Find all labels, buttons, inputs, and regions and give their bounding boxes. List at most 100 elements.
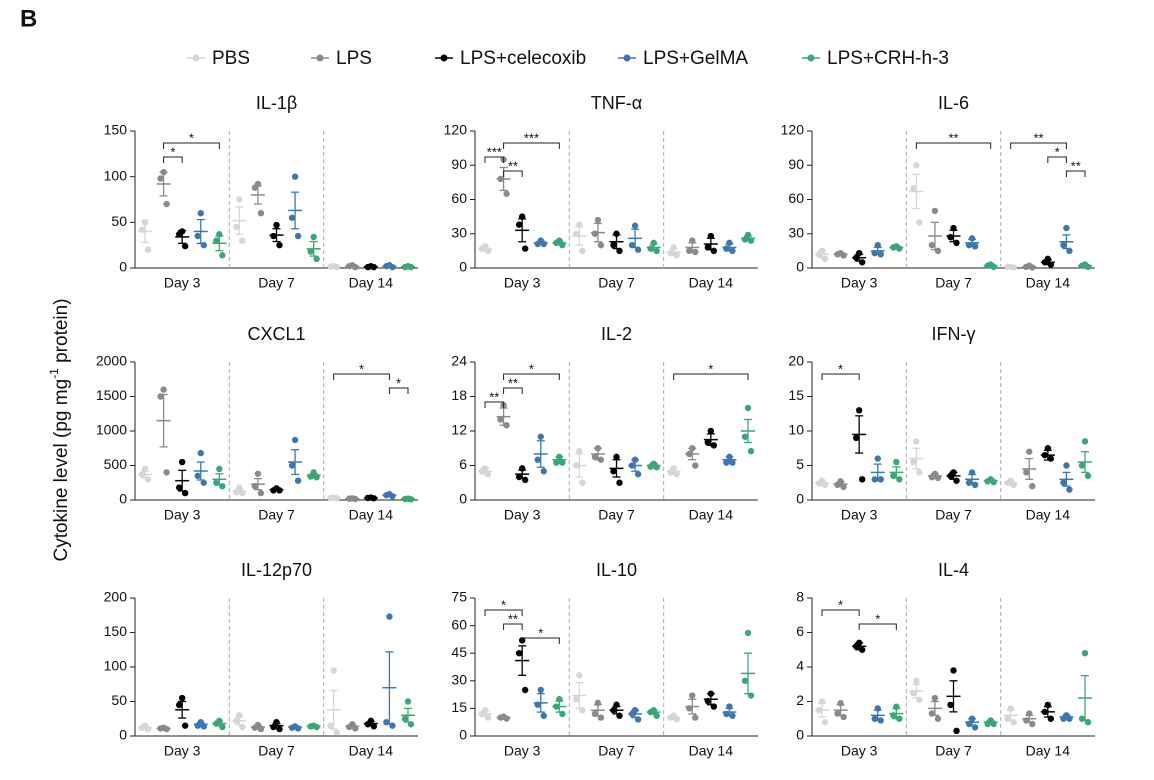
significance-bracket [1010,142,1067,149]
y-tick-label: 24 [451,353,467,369]
x-tick-label: Day 3 [164,275,201,291]
y-tick-label: 2 [796,692,804,708]
data-point [219,252,226,259]
data-point [576,447,583,455]
data-point [934,715,942,722]
y-tick-label: 30 [788,224,804,240]
data-point [386,613,393,620]
data-point [194,232,201,240]
x-tick-label: Day 7 [598,743,635,759]
legend-label: LPS+celecoxib [460,48,586,69]
data-point [874,455,881,462]
data-point [291,436,299,444]
data-point [270,723,277,731]
y-tick-label: 100 [104,658,128,674]
y-tick-label: 8 [796,589,804,605]
data-point [591,453,599,461]
legend-label: LPS+GelMA [643,48,748,69]
data-point [953,727,960,735]
x-tick-label: Day 7 [935,275,972,291]
significance-label: * [1055,144,1060,159]
data-point [1066,247,1073,255]
data-point [947,701,954,709]
data-point [579,479,586,486]
data-point [383,719,390,726]
data-point [913,438,920,445]
data-point [613,453,620,461]
significance-bracket [503,170,523,177]
y-tick-label: 0 [119,727,127,743]
data-point [893,458,900,466]
significance-label: *** [524,130,539,145]
significance-label: * [501,597,506,612]
data-point [219,723,226,731]
data-point [928,474,936,481]
data-point [1029,483,1036,490]
x-tick-label: Day 7 [598,507,635,523]
significance-bracket [821,373,860,380]
data-point [616,247,623,255]
data-point [1063,462,1070,469]
panel-title: IL-2 [601,324,632,344]
data-point [628,241,636,249]
data-point [521,686,529,694]
y-tick-label: 5 [796,456,804,472]
x-tick-label: Day 14 [689,743,734,759]
data-point [254,470,262,477]
data-point [910,184,917,192]
y-tick-label: 60 [451,190,467,206]
data-point [597,241,605,249]
significance-label: ** [948,130,958,145]
legend-label: LPS [336,48,372,69]
data-point [591,230,599,237]
data-point [257,489,265,497]
significance-label: ** [1033,130,1043,145]
x-tick-label: Day 3 [504,507,541,523]
significance-bracket [1047,156,1067,163]
data-point [294,232,302,240]
significance-label: ** [508,158,518,173]
data-point [874,241,881,249]
x-tick-label: Day 7 [935,507,972,523]
legend-swatch [316,54,324,62]
significance-bracket [673,373,749,380]
y-tick-label: 30 [451,224,467,240]
data-point [1063,224,1070,232]
data-point [181,242,189,250]
y-tick-label: 120 [444,122,468,138]
data-point [540,712,547,719]
significance-bracket [1065,170,1086,177]
y-tick-label: 50 [111,692,127,708]
x-tick-label: Day 7 [258,275,295,291]
data-point [515,221,523,228]
significance-label: * [838,361,843,376]
y-tick-label: 1000 [96,422,127,438]
data-point [144,476,152,483]
data-point [947,233,954,241]
data-point [144,246,152,253]
significance-label: * [838,597,843,612]
data-point [744,629,752,637]
data-point [913,677,920,684]
data-point [288,214,296,221]
y-tick-label: 4 [796,658,804,674]
y-tick-label: 30 [451,672,467,688]
data-point [200,479,207,486]
data-point [692,714,699,721]
data-point [741,433,749,440]
y-tick-label: 10 [788,422,804,438]
data-point [233,489,240,496]
data-point [858,476,866,483]
data-point [1081,438,1089,445]
significance-label: * [396,375,401,390]
data-point [610,241,617,249]
data-point [634,470,642,478]
y-label-main: Cytokine level (pg mg [51,379,72,562]
data-point [313,255,320,263]
data-point [689,692,696,699]
y-tick-label: 120 [781,122,805,138]
data-point [950,667,957,674]
significance-bracket [821,609,860,616]
data-point [1023,469,1030,476]
